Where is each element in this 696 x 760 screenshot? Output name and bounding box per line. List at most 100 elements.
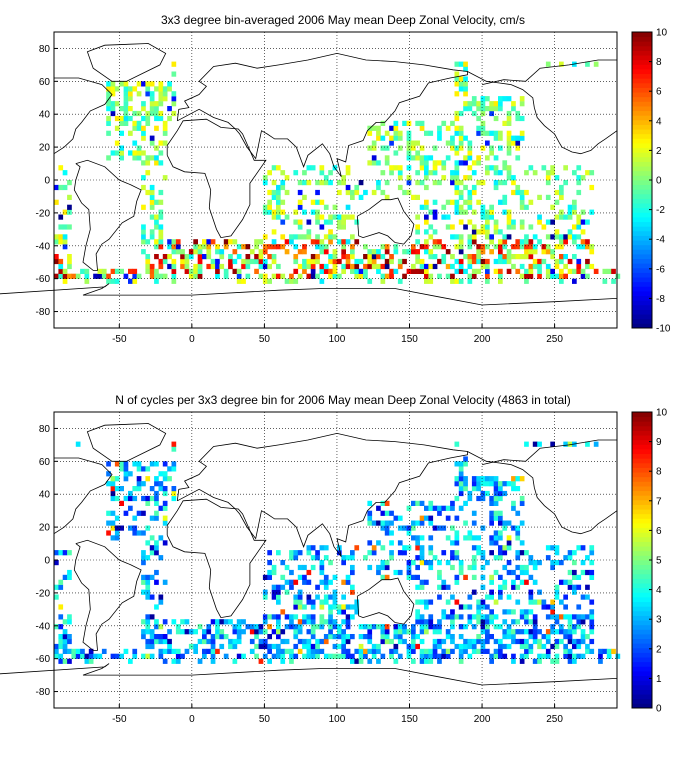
bin-cell [62,619,68,625]
bin-cell [284,624,290,630]
bin-cell [363,189,368,196]
colorbar-swatch [632,230,652,236]
bin-cell [158,481,164,487]
bin-cell [162,634,168,640]
bin-cell [537,239,542,245]
bin-cell [441,638,447,645]
colorbar-swatch [632,175,652,181]
bin-cell [511,106,516,112]
bin-cell [437,180,442,186]
bin-cell [345,634,351,640]
bin-cell [502,584,508,590]
bin-cell [445,653,451,659]
bin-cell [519,495,525,502]
bin-cell [467,278,473,284]
bin-cell [145,643,151,650]
bin-cell [415,254,420,260]
bin-cell [545,219,551,225]
bin-cell [167,648,172,654]
bin-cell [458,471,464,477]
bin-cell [136,81,142,87]
bin-cell [276,189,281,196]
bin-cell [458,135,464,141]
bin-cell [467,273,473,279]
bin-cell [306,219,312,225]
bin-cell [350,268,355,274]
bin-cell [254,239,259,245]
bin-cell [485,155,490,161]
bin-cell [306,180,312,186]
bin-cell [310,209,316,215]
bin-cell [141,466,146,472]
colorbar-tick-label: -2 [656,205,665,216]
bin-cell [559,560,564,566]
bin-cell [158,234,164,240]
bin-cell [506,110,512,117]
bin-cell [171,91,177,97]
bin-cell [162,461,168,467]
bin-cell [406,165,412,171]
bin-cell [489,653,494,659]
bin-cell [432,199,438,205]
bin-cell [576,180,582,186]
bin-cell [454,125,460,131]
bin-cell [393,569,399,576]
bin-cell [328,653,333,659]
bin-cell [554,263,560,270]
bin-cell [463,135,468,141]
bin-cell [576,614,582,620]
bin-cell [502,160,508,166]
bin-cell [319,545,325,551]
bin-cell [128,86,133,92]
bin-cell [419,268,425,274]
bin-cell [158,199,164,205]
bin-cell [123,101,129,107]
bin-cell [524,614,529,620]
colorbar-swatch [632,527,652,533]
bin-cell [406,120,412,126]
bin-cell [389,540,394,546]
bin-cell [606,653,612,659]
colorbar-swatch [632,291,652,297]
bin-cell [276,614,281,620]
bin-cell [397,634,403,640]
bin-cell [541,634,547,640]
bin-cell [480,476,486,482]
bin-cell [319,239,325,245]
bin-cell [363,268,368,274]
bin-cell [297,624,303,630]
bin-cell [110,476,116,482]
bin-cell [406,175,412,181]
bin-cell [554,545,560,551]
x-tick-label: 200 [474,714,491,725]
bin-cell [132,525,138,531]
bin-cell [411,638,416,645]
bin-cell [171,648,177,654]
bin-cell [280,584,286,590]
bin-cell [506,535,512,541]
bin-cell [345,258,351,265]
colorbar-swatch [632,560,652,566]
bin-cell [158,471,164,477]
bin-cell [524,638,529,645]
bin-cell [471,258,477,265]
bin-cell [415,540,420,546]
bin-cell [337,624,342,630]
bin-cell [406,249,412,255]
velocity-title: 3x3 degree bin-averaged 2006 May mean De… [161,13,525,27]
bin-cell [149,81,155,87]
bin-cell [402,525,407,531]
bin-cell [271,643,277,650]
bin-cell [498,135,503,141]
bin-cell [380,189,386,196]
bin-cell [554,619,560,625]
bin-cell [493,106,499,112]
bin-cell [576,619,582,625]
colorbar-swatch [632,193,652,199]
bin-cell [585,648,590,654]
bin-cell [471,624,477,630]
bin-cell [271,194,277,200]
bin-cell [341,604,346,610]
bin-cell [367,629,373,635]
bin-cell [384,155,390,161]
